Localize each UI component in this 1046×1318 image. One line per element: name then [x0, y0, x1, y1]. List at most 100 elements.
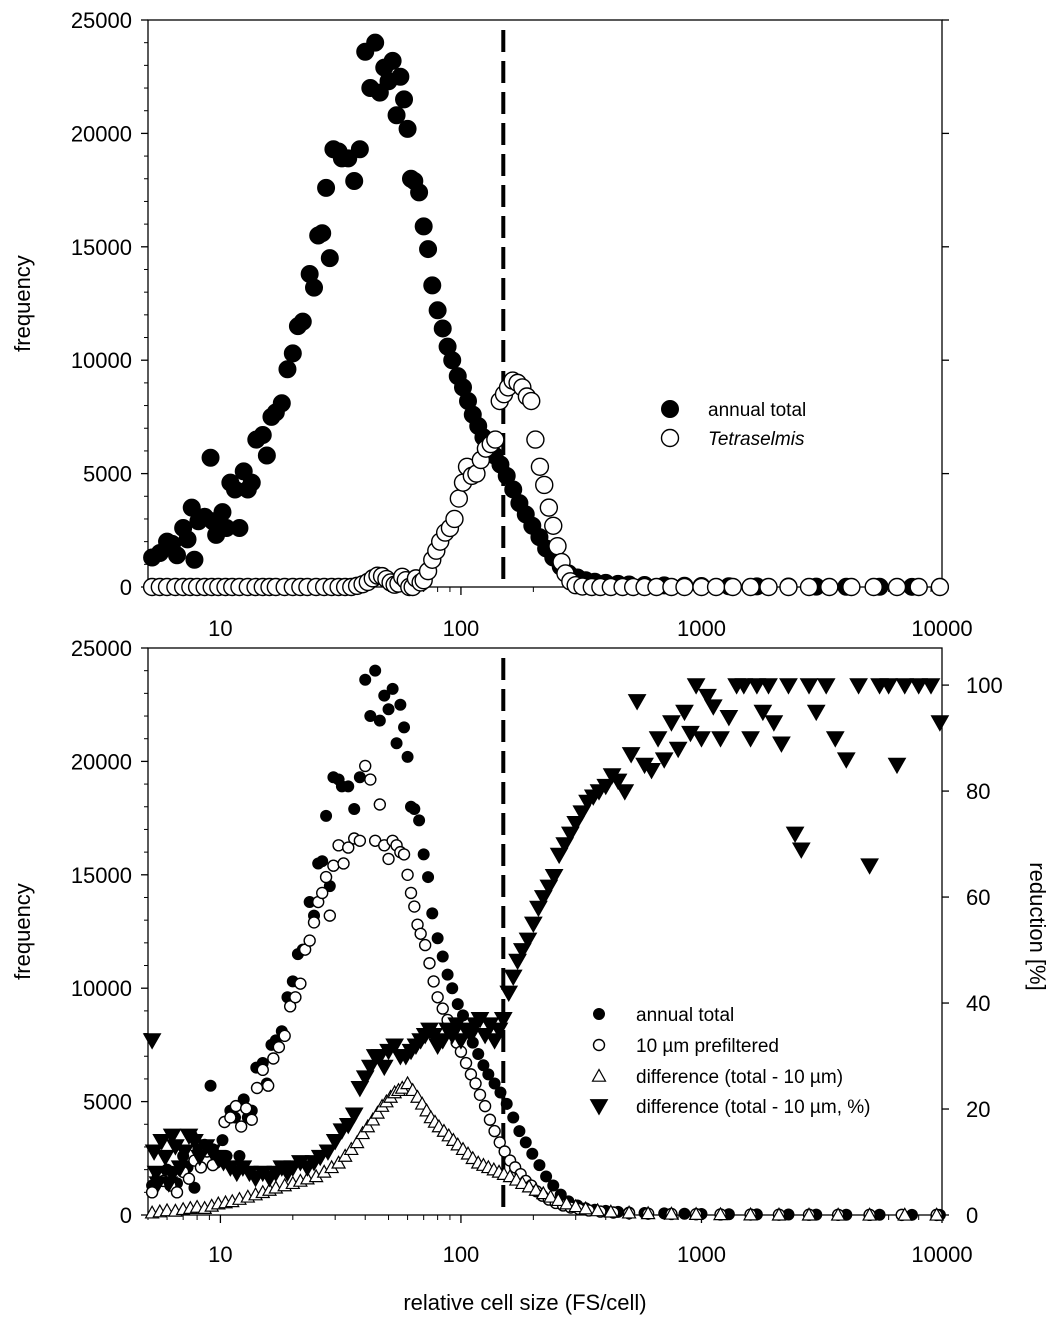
data-point [779, 577, 798, 597]
data-point [640, 1205, 656, 1220]
y-tick-label: 15000 [71, 863, 132, 888]
data-point [472, 1047, 485, 1060]
data-point [547, 1179, 560, 1192]
data-point [433, 319, 452, 338]
data-point [488, 1077, 501, 1090]
data-point [234, 1120, 248, 1133]
data-point [431, 991, 444, 1004]
y-tick-label: 5000 [83, 462, 132, 487]
data-point [204, 1079, 217, 1092]
data-point [446, 982, 459, 995]
data-point [842, 577, 861, 597]
y-tick-label: 20000 [71, 749, 132, 774]
data-point [224, 1111, 237, 1124]
data-point [445, 509, 464, 529]
data-point [436, 950, 449, 963]
y-tick-label: 25000 [71, 8, 132, 33]
data-point [414, 927, 427, 940]
data-point [836, 752, 856, 769]
data-point [253, 426, 272, 445]
legend-marker [593, 1008, 605, 1020]
data-point [323, 909, 337, 922]
data-point [608, 773, 628, 790]
data-point [668, 741, 688, 759]
data-point [303, 934, 316, 947]
data-point [539, 879, 559, 896]
data-point [706, 577, 726, 597]
data-point [621, 747, 641, 764]
data-point [519, 1136, 532, 1149]
data-point [539, 498, 559, 517]
data-point [250, 1081, 264, 1095]
data-point [469, 1077, 482, 1090]
data-point [849, 678, 868, 695]
data-point [289, 991, 302, 1004]
data-point [806, 704, 826, 722]
data-point [703, 699, 723, 716]
data-point [414, 217, 433, 236]
data-point [400, 1075, 416, 1090]
data-point [386, 682, 399, 695]
data-point [216, 1134, 229, 1147]
y-tick-label: 15000 [71, 235, 132, 260]
data-point [168, 546, 187, 565]
y-tick-label: 5000 [83, 1090, 132, 1115]
data-point [426, 907, 439, 920]
legend-label: difference (total - 10 µm, %) [636, 1097, 870, 1118]
data-point [711, 731, 730, 748]
data-point [256, 1063, 269, 1077]
data-point [930, 577, 950, 597]
legend-marker [660, 428, 680, 448]
data-point [294, 977, 307, 990]
data-point [338, 1118, 358, 1135]
data-point [678, 1207, 691, 1220]
data-point [590, 1202, 606, 1217]
data-point [401, 868, 414, 881]
data-point [278, 360, 297, 379]
y-axis-title: frequency [10, 255, 35, 352]
data-point [860, 858, 879, 875]
data-point [418, 938, 432, 952]
data-point [559, 1195, 575, 1210]
data-point [929, 1207, 945, 1221]
data-point [816, 678, 836, 695]
data-point [267, 1052, 280, 1065]
x-tick-label: 1000 [677, 616, 726, 641]
data-point [152, 1133, 172, 1151]
data-point [522, 391, 541, 411]
series-open-circle [142, 371, 950, 597]
data-point [419, 240, 438, 259]
legend-label: Tetraselmis [708, 429, 805, 450]
data-point [170, 1160, 190, 1177]
data-point [413, 814, 426, 827]
data-point [423, 276, 442, 295]
data-point [544, 868, 564, 886]
data-point [316, 855, 329, 868]
data-point [500, 1097, 513, 1110]
legend-label: difference (total - 10 µm) [636, 1067, 843, 1088]
data-point [318, 1144, 338, 1161]
data-point [441, 968, 454, 981]
data-point [337, 857, 350, 870]
y2-tick-label: 100 [966, 673, 1003, 698]
y2-tick-label: 60 [966, 885, 990, 910]
data-point [239, 1102, 253, 1115]
data-point [675, 704, 694, 722]
y-tick-label: 20000 [71, 121, 132, 146]
data-point [428, 301, 447, 320]
data-point [568, 1198, 584, 1213]
legend-marker [592, 1038, 606, 1052]
data-point [512, 943, 532, 960]
data-point [293, 312, 312, 331]
data-point [382, 852, 395, 866]
data-point [897, 1207, 913, 1221]
data-point [895, 678, 915, 695]
data-point [526, 430, 545, 449]
data-point [791, 842, 811, 859]
data-point [887, 577, 907, 597]
data-point [572, 805, 592, 822]
data-point [245, 1113, 258, 1126]
data-point [663, 1206, 679, 1220]
data-point [373, 798, 387, 811]
data-point [648, 731, 668, 748]
